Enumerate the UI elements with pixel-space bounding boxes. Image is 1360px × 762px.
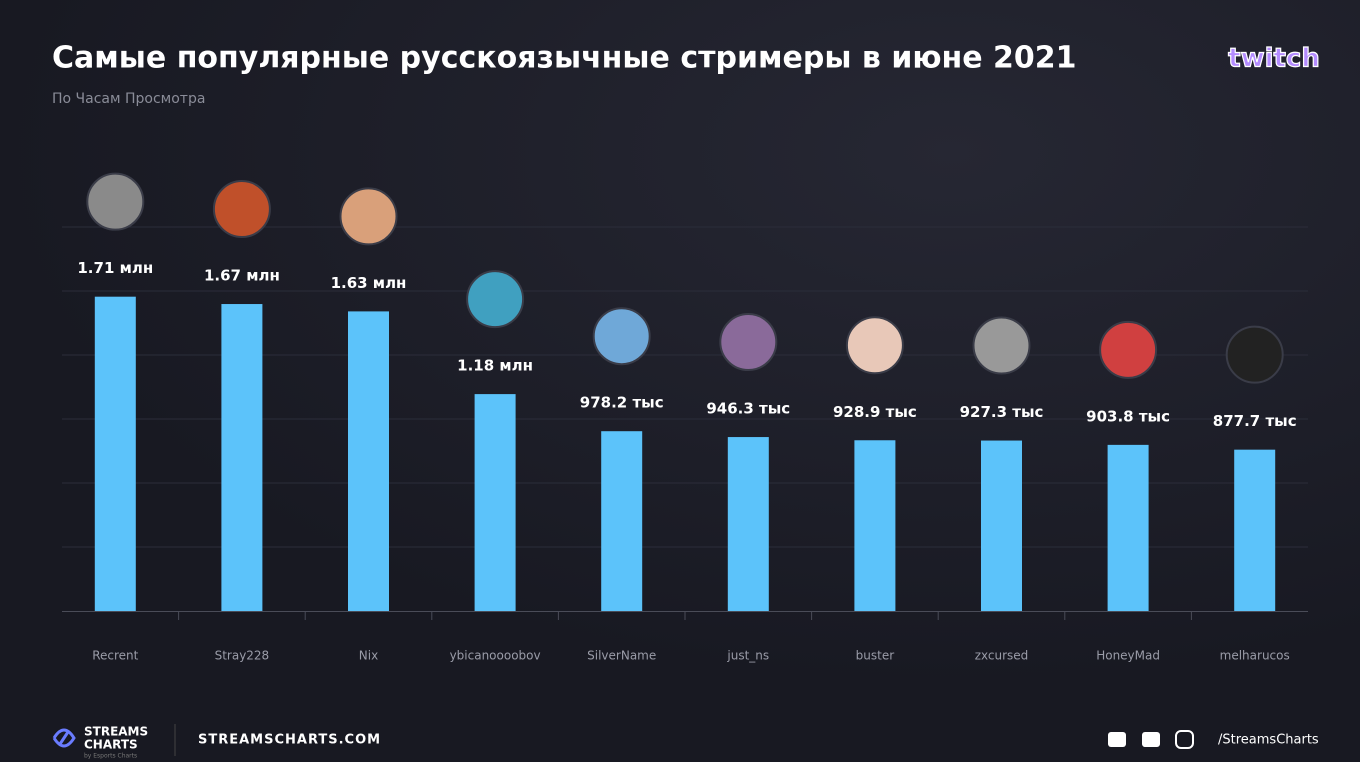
value-label: 928.9 тыс [833, 403, 917, 421]
brand-handle: /StreamsCharts [1218, 733, 1319, 748]
chart-subtitle: По Часам Просмотра [52, 91, 205, 107]
value-label: 903.8 тыс [1086, 407, 1170, 425]
bar [727, 437, 769, 611]
bar [474, 394, 516, 611]
brand-streams: STREAMS [84, 725, 148, 739]
value-label: 946.3 тыс [706, 400, 790, 418]
brand-site: STREAMSCHARTS.COM [198, 733, 381, 748]
x-tick-label: Nix [359, 649, 378, 663]
avatar [972, 316, 1031, 375]
avatar [212, 180, 271, 239]
avatar [86, 172, 145, 231]
value-label: 1.67 млн [204, 267, 280, 285]
bar [94, 296, 136, 611]
value-label: 1.18 млн [457, 357, 533, 375]
brand-charts: CHARTS [84, 738, 138, 752]
avatar [1099, 320, 1158, 379]
x-tick-label: HoneyMad [1096, 649, 1160, 663]
avatar [466, 270, 525, 329]
streams-logo-icon [52, 728, 76, 748]
brand-by: by Esports Charts [84, 753, 137, 760]
value-label: 927.3 тыс [960, 403, 1044, 421]
footer: STREAMS CHARTS by Esports Charts STREAMS… [52, 724, 1319, 760]
x-tick-label: ybicanoooobov [450, 649, 541, 663]
twitter-icon [1108, 732, 1126, 747]
avatar [1225, 325, 1284, 384]
x-tick-label: Stray228 [215, 649, 270, 663]
bar [348, 311, 389, 611]
avatar [339, 187, 398, 246]
value-label: 877.7 тыс [1213, 412, 1297, 430]
value-label: 978.2 тыс [580, 394, 664, 412]
x-tick-label: melharucos [1220, 649, 1290, 663]
vk-icon [1142, 732, 1160, 747]
x-tick-label: zxcursed [975, 649, 1029, 663]
x-tick-label: Recrent [92, 649, 138, 663]
bar [221, 304, 263, 611]
x-tick-label: buster [856, 649, 895, 663]
grid-decor [62, 226, 1308, 548]
twitch-logo: twitch [1228, 44, 1320, 74]
x-tick-label: SilverName [587, 649, 656, 663]
bar [981, 440, 1022, 611]
x-tick-label: just_ns [726, 649, 769, 663]
bar [1234, 449, 1276, 611]
value-label: 1.63 млн [331, 274, 407, 292]
chart-title: Самые популярные русскоязычные стримеры … [52, 41, 1077, 76]
bar [854, 440, 896, 611]
bar [1107, 444, 1149, 611]
instagram-icon [1175, 730, 1194, 749]
avatar [719, 313, 778, 372]
value-label: 1.71 млн [77, 259, 153, 277]
avatar [845, 316, 904, 375]
avatar [592, 307, 651, 366]
bar [601, 431, 643, 611]
